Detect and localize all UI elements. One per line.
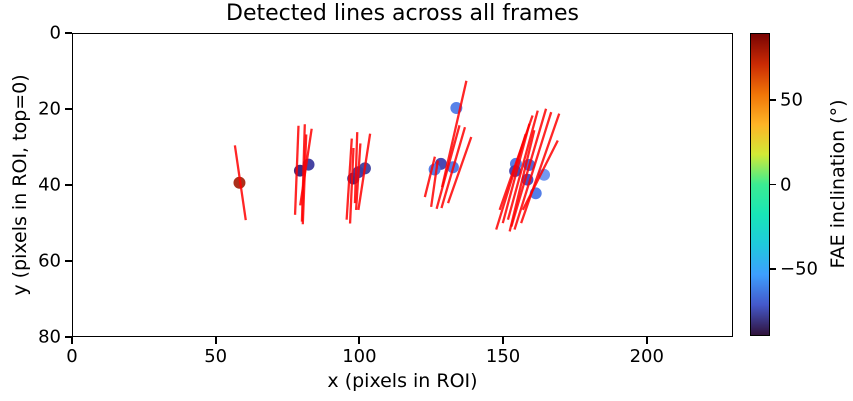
detected-line (506, 110, 539, 221)
y-tick-label: 60 (38, 250, 61, 272)
chart-title: Detected lines across all frames (226, 1, 579, 26)
y-tick-label: 40 (38, 174, 61, 196)
plot-area (72, 33, 733, 337)
x-tick-mark (502, 337, 504, 344)
y-tick-mark (65, 108, 72, 110)
x-tick-mark (214, 337, 217, 344)
detected-line (353, 132, 359, 204)
colorbar-tick-mark (770, 183, 776, 186)
colorbar-tick-mark (770, 99, 776, 102)
detected-line (521, 139, 559, 211)
colorbar-tick-label: 50 (780, 89, 803, 111)
detected-line (233, 145, 247, 221)
detected-line (293, 125, 300, 215)
y-axis-label: y (pixels in ROI, top=0) (9, 74, 31, 296)
y-tick-mark (65, 336, 72, 338)
plot-canvas (233, 80, 561, 232)
colorbar-tick-mark (770, 267, 776, 270)
y-tick-mark (65, 32, 72, 34)
colorbar-tick-label: −50 (780, 258, 818, 280)
detected-line (513, 111, 553, 230)
x-axis-label: x (pixels in ROI) (327, 370, 478, 392)
detected-line (495, 133, 527, 230)
x-tick-label: 200 (629, 346, 664, 367)
detected-line (508, 129, 536, 232)
detected-line (345, 138, 353, 220)
x-tick-mark (645, 337, 648, 344)
detected-line (440, 126, 467, 209)
detected-line (301, 134, 308, 225)
y-tick-label: 0 (49, 22, 61, 44)
y-tick-label: 20 (38, 98, 61, 120)
detected-line (440, 80, 468, 188)
x-tick-mark (71, 337, 73, 344)
detected-line (520, 113, 561, 224)
detected-line (510, 108, 548, 227)
detected-line (430, 160, 439, 208)
x-tick-label: 100 (342, 346, 377, 367)
x-tick-mark (358, 337, 361, 344)
detected-line (348, 147, 355, 224)
y-tick-label: 80 (38, 326, 61, 348)
y-tick-mark (65, 184, 72, 186)
colorbar (750, 33, 770, 336)
detected-line (423, 156, 436, 198)
detected-line (435, 125, 461, 210)
detected-line (501, 123, 531, 224)
x-tick-label: 150 (485, 346, 521, 367)
colorbar-label: FAE inclination (°) (827, 99, 849, 269)
detected-line (354, 143, 362, 210)
detected-line (357, 133, 372, 211)
y-tick-mark (65, 260, 72, 262)
x-tick-label: 50 (204, 346, 228, 367)
detected-line (446, 136, 473, 204)
x-tick-label: 0 (66, 346, 78, 367)
colorbar-tick-label: 0 (780, 174, 792, 195)
